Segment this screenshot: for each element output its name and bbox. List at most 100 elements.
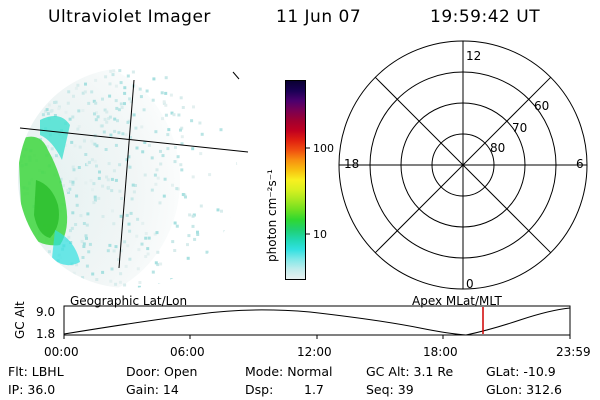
speckle-dot <box>176 155 180 159</box>
speckle-dot <box>159 162 163 166</box>
speckle-dot <box>143 173 147 177</box>
speckle-dot <box>186 256 190 260</box>
speckle-dot <box>81 256 85 259</box>
speckle-dot <box>70 140 74 144</box>
speckle-dot <box>172 113 176 117</box>
speckle-dot <box>136 217 140 221</box>
speckle-dot <box>94 101 98 105</box>
speckle-dot <box>160 91 164 95</box>
colorbar-tick-100: 100 <box>313 142 334 155</box>
speckle-dot <box>155 231 159 235</box>
speckle-dot <box>75 194 79 198</box>
speckle-dot <box>196 230 199 234</box>
speckle-dot <box>126 244 130 248</box>
time-tick-1800: 18:00 <box>423 345 458 359</box>
speckle-dot <box>109 133 113 137</box>
speckle-dot <box>129 211 133 215</box>
status-mode: Mode: Normal <box>245 364 333 379</box>
speckle-dot <box>67 191 70 194</box>
speckle-dot <box>63 144 67 147</box>
speckle-dot <box>54 154 58 158</box>
speckle-dot <box>77 125 81 128</box>
speckle-dot <box>104 148 108 151</box>
speckle-dot <box>82 222 86 225</box>
speckle-dot <box>128 136 132 139</box>
speckle-dot <box>89 179 93 183</box>
speckle-dot <box>154 182 158 186</box>
speckle-dot <box>137 285 141 288</box>
speckle-dot <box>76 83 80 87</box>
speckle-dot <box>124 264 128 268</box>
lat-label-70: 70 <box>512 121 527 135</box>
speckle-dot <box>95 164 98 168</box>
speckle-dot <box>74 86 78 90</box>
speckle-dot <box>97 176 101 180</box>
speckle-dot <box>57 155 61 159</box>
speckle-dot <box>48 103 52 107</box>
speckle-dot <box>145 89 149 93</box>
speckle-dot <box>71 115 75 119</box>
speckle-dot <box>192 105 195 109</box>
speckle-dot <box>184 195 187 199</box>
speckle-dot <box>59 177 63 181</box>
speckle-dot <box>199 152 203 156</box>
speckle-dot <box>105 175 109 179</box>
speckle-dot <box>164 76 168 80</box>
date-label: 11 Jun 07 <box>276 7 362 27</box>
speckle-dot <box>144 255 148 258</box>
orbit-timeline: Geographic Lat/Lon Apex MLat/MLT GC Alt … <box>13 294 591 359</box>
speckle-dot <box>147 236 151 240</box>
speckle-dot <box>79 214 83 218</box>
status-ip: IP: 36.0 <box>8 382 56 397</box>
speckle-dot <box>106 249 110 253</box>
speckle-dot <box>139 95 143 99</box>
speckle-dot <box>119 249 123 253</box>
speckle-dot <box>84 181 88 185</box>
status-dsp-label: Dsp: <box>245 382 274 397</box>
status-gain: Gain: 14 <box>126 382 179 397</box>
speckle-dot <box>151 98 155 102</box>
speckle-dot <box>174 145 177 149</box>
mlt-label-18: 18 <box>344 157 359 171</box>
speckle-dot <box>132 113 136 117</box>
speckle-dot <box>135 146 139 150</box>
speckle-dot <box>127 155 131 159</box>
speckle-dot <box>150 156 154 160</box>
speckle-dot <box>179 163 183 167</box>
speckle-dot <box>104 75 108 79</box>
time-tick-1200: 12:00 <box>297 345 332 359</box>
speckle-dot <box>107 117 111 121</box>
speckle-dot <box>154 261 158 265</box>
status-glon: GLon: 312.6 <box>486 382 562 397</box>
speckle-dot <box>175 224 179 228</box>
speckle-dot <box>93 142 97 146</box>
speckle-dot <box>153 173 157 177</box>
mlt-label-6: 6 <box>576 157 584 171</box>
speckle-dot <box>163 177 167 181</box>
lat-label-60: 60 <box>534 99 549 113</box>
timeline-y-tick-9: 9.0 <box>36 305 55 319</box>
speckle-dot <box>62 184 65 188</box>
speckle-dot <box>39 137 43 141</box>
speckle-dot <box>82 242 86 246</box>
speckle-dot <box>121 132 125 136</box>
speckle-dot <box>144 232 148 235</box>
speckle-dot <box>181 106 185 109</box>
speckle-dot <box>181 193 185 196</box>
speckle-dot <box>76 127 80 131</box>
speckle-dot <box>111 209 114 213</box>
speckle-dot <box>126 120 130 124</box>
speckle-dot <box>128 257 132 261</box>
speckle-dot <box>90 139 94 143</box>
speckle-dot <box>125 213 129 217</box>
speckle-dot <box>200 132 204 136</box>
speckle-dot <box>146 247 150 251</box>
speckle-dot <box>167 128 171 132</box>
speckle-dot <box>179 128 182 132</box>
speckle-dot <box>108 82 112 86</box>
speckle-dot <box>159 262 163 266</box>
speckle-dot <box>146 252 150 256</box>
speckle-dot <box>158 201 162 205</box>
speckle-dot <box>110 189 114 193</box>
